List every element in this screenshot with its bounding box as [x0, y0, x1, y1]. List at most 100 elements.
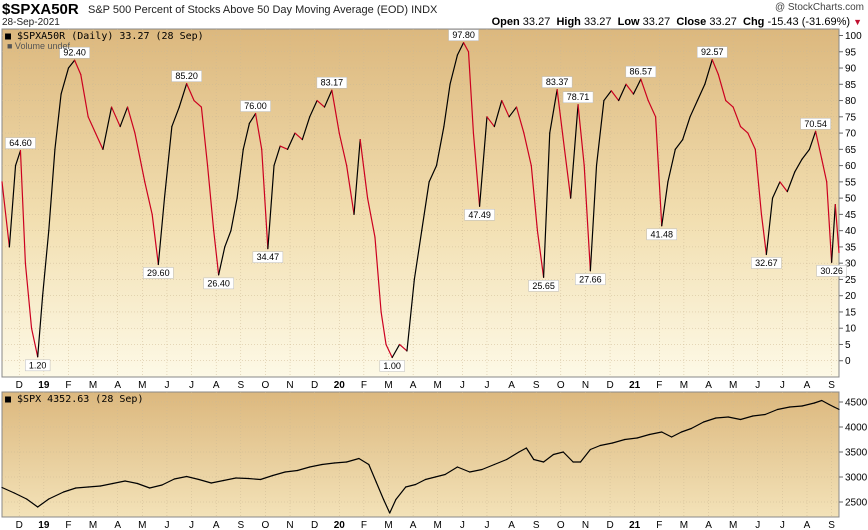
series-segment: [273, 145, 281, 167]
down-triangle-icon: ▼: [853, 17, 862, 27]
x-tick-label: A: [114, 380, 121, 391]
data-label-text: 76.00: [244, 101, 267, 111]
data-label-box: [59, 46, 90, 59]
series-segment: [435, 125, 445, 167]
series-segment: [831, 204, 836, 263]
series-segment: [549, 88, 558, 134]
data-label-text: 1.20: [29, 360, 47, 370]
x-tick-label: F: [656, 380, 662, 391]
y-tick-label: 2500: [845, 498, 868, 509]
series-segment: [134, 132, 146, 183]
series-segment: [94, 132, 104, 150]
series-segment: [640, 78, 649, 102]
series-segment: [776, 406, 791, 411]
series-segment: [813, 399, 823, 404]
series-segment: [75, 486, 89, 489]
series-segment: [577, 104, 585, 167]
series-segment: [443, 83, 451, 128]
y-tick-label: 25: [845, 275, 857, 286]
series-segment: [19, 150, 26, 264]
series-segment: [60, 67, 70, 95]
series-segment: [338, 132, 348, 167]
series-segment: [696, 83, 706, 102]
x-tick-label: M: [89, 380, 97, 391]
series-segment: [178, 83, 188, 108]
data-label-box: [240, 100, 271, 112]
series-segment: [826, 181, 833, 263]
series-segment: [136, 482, 151, 489]
series-segment: [636, 433, 651, 439]
x-tick-label: S: [533, 380, 540, 391]
series-segment: [333, 461, 348, 464]
data-label: 78.71: [562, 91, 594, 103]
data-label-box: [379, 360, 405, 372]
series-segment: [508, 106, 518, 118]
data-label: 97.80: [448, 29, 479, 41]
series-segment: [346, 164, 355, 215]
low-value: 33.27: [642, 16, 671, 28]
series-segment: [563, 148, 572, 199]
series-segment: [794, 158, 803, 173]
series-segment: [112, 480, 126, 485]
series-segment: [359, 138, 369, 199]
series-segment: [144, 181, 153, 215]
data-label-text: 47.49: [468, 210, 491, 220]
series-segment: [434, 473, 446, 478]
series-segment: [406, 278, 415, 352]
series-segment: [309, 463, 323, 468]
series-segment: [24, 262, 33, 329]
y-tick-label: 50: [845, 194, 857, 205]
x-tick-label: A: [804, 520, 811, 530]
series-segment: [833, 406, 840, 410]
x-tick-label: J: [460, 520, 465, 530]
series-segment: [186, 83, 195, 102]
series-segment: [462, 42, 470, 53]
data-label-text: 86.57: [630, 67, 653, 77]
x-tick-label: 20: [334, 520, 346, 530]
series-segment: [267, 164, 275, 250]
x-tick-label: M: [89, 520, 97, 530]
data-label-text: 32.67: [755, 258, 778, 268]
series-segment: [247, 477, 262, 481]
x-tick-label: M: [384, 380, 392, 391]
data-label-text: 83.37: [546, 77, 569, 87]
series-segment: [828, 403, 835, 408]
series-segment: [421, 181, 430, 232]
series-segment: [67, 59, 76, 69]
data-label-text: 26.40: [207, 278, 230, 288]
series-segment: [14, 150, 22, 167]
x-tick-label: A: [705, 380, 712, 391]
series-segment: [30, 327, 39, 358]
series-segment: [821, 399, 830, 406]
series-segment: [193, 99, 203, 108]
plot-area: [1, 391, 840, 518]
series-segment: [801, 148, 811, 160]
data-label-box: [25, 359, 51, 372]
volume-legend: ■ Volume undef: [7, 41, 70, 51]
series-segment: [80, 73, 89, 118]
series-segment: [611, 438, 626, 444]
chart-description: S&P 500 Percent of Stocks Above 50 Day M…: [88, 4, 437, 16]
series-segment: [126, 106, 136, 134]
data-label: 34.47: [252, 251, 284, 263]
series-segment: [309, 99, 318, 118]
series-segment: [157, 197, 166, 266]
series-segment: [110, 106, 121, 128]
data-label: 30.26: [816, 265, 847, 277]
series-segment: [732, 106, 742, 128]
series-segment: [579, 448, 591, 463]
series-segment: [218, 246, 226, 276]
x-tick-label: M: [680, 380, 688, 391]
x-tick-label: D: [16, 520, 23, 530]
series-segment: [583, 164, 591, 272]
x-tick-label: A: [114, 520, 121, 530]
x-tick-label: A: [508, 520, 515, 530]
y-tick-label: 4500: [845, 398, 868, 409]
exchange-label: INDX: [411, 4, 438, 16]
series-segment: [624, 437, 638, 441]
series-segment: [717, 73, 727, 102]
data-label-box: [203, 277, 234, 290]
series-segment: [296, 466, 311, 472]
series-segment: [74, 59, 82, 76]
series-segment: [380, 311, 387, 346]
